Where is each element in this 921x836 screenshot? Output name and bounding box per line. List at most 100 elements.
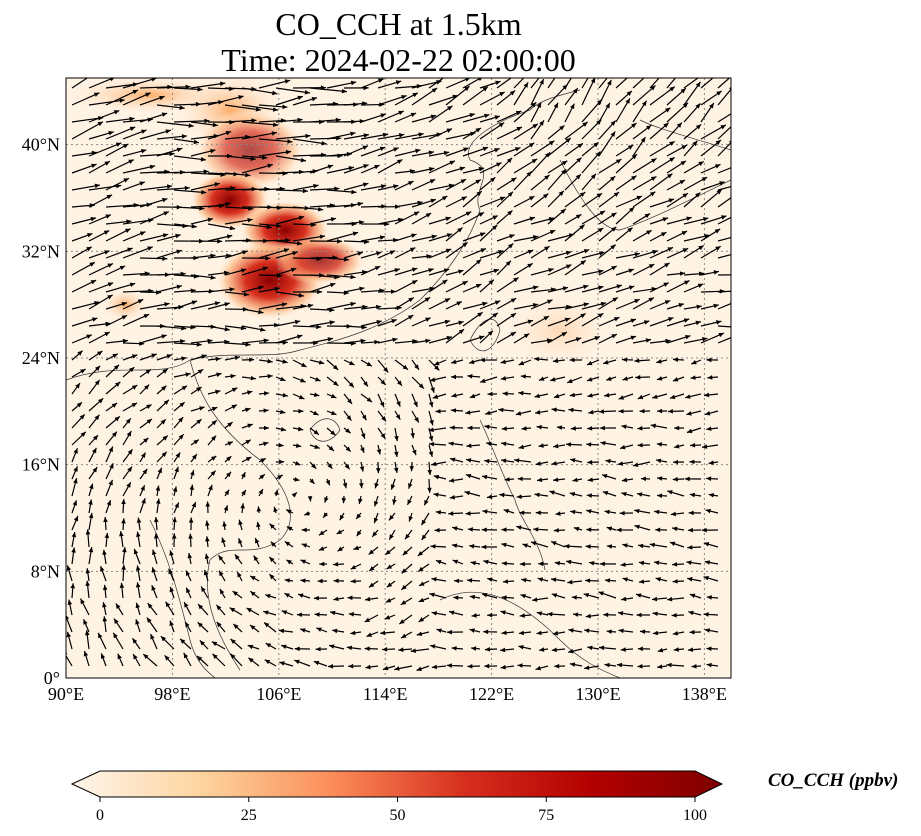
- wind-vector: [615, 195, 643, 208]
- wind-vector: [639, 629, 651, 634]
- wind-vector: [365, 664, 379, 670]
- wind-vector: [71, 121, 104, 140]
- wind-vector: [445, 320, 464, 327]
- wind-vector: [364, 614, 379, 623]
- wind-vector: [655, 527, 668, 533]
- wind-vector: [615, 298, 640, 310]
- wind-vector: [515, 410, 532, 416]
- lon-tick-label: 122°E: [469, 684, 514, 704]
- wind-vector: [187, 552, 193, 565]
- wind-vector: [360, 319, 382, 327]
- wind-vector: [649, 282, 670, 293]
- wind-vector: [402, 546, 413, 556]
- wind-vector: [197, 621, 209, 633]
- wind-vector: [615, 122, 637, 140]
- wind-vector: [258, 223, 282, 228]
- wind-vector: [169, 586, 175, 599]
- wind-vector: [79, 598, 90, 616]
- wind-vector: [236, 571, 243, 582]
- wind-vector: [672, 459, 685, 465]
- wind-vector: [551, 407, 566, 413]
- wind-vector: [377, 319, 397, 327]
- wind-vector: [706, 646, 719, 652]
- wind-vector: [604, 509, 617, 515]
- wind-vector: [652, 611, 668, 617]
- wind-vector: [318, 546, 328, 551]
- wind-vector: [292, 289, 323, 295]
- wind-vector: [394, 247, 416, 259]
- wind-vector: [258, 488, 264, 497]
- wind-vector: [673, 647, 685, 652]
- wind-vector: [657, 408, 668, 414]
- wind-vector: [598, 244, 617, 259]
- wind-vector: [598, 591, 617, 599]
- colorbar-tick-label: 0: [96, 807, 104, 824]
- wind-vector: [416, 631, 430, 637]
- wind-vector: [173, 300, 198, 310]
- wind-vector: [71, 382, 81, 395]
- wind-vector: [368, 580, 379, 588]
- wind-vector: [217, 554, 226, 565]
- wind-vector: [135, 602, 141, 616]
- wind-vector: [377, 159, 403, 174]
- wind-vector: [241, 423, 253, 429]
- wind-vector: [700, 90, 722, 106]
- wind-vector: [434, 527, 447, 533]
- wind-vector: [700, 270, 720, 276]
- wind-vector: [270, 541, 277, 548]
- wind-vector: [451, 393, 464, 398]
- wind-vector: [393, 461, 399, 474]
- wind-vector: [501, 441, 515, 447]
- wind-vector: [71, 431, 87, 446]
- wind-vector: [113, 618, 124, 633]
- wind-vector: [105, 463, 114, 480]
- wind-vector: [377, 94, 407, 106]
- wind-vector: [326, 189, 357, 195]
- wind-vector: [617, 461, 634, 466]
- wind-vector: [708, 460, 719, 465]
- wind-vector: [105, 381, 121, 395]
- wind-vector: [205, 520, 210, 531]
- wind-vector: [581, 98, 603, 123]
- wind-vector: [704, 410, 719, 416]
- wind-vector: [156, 385, 167, 395]
- wind-vector: [224, 471, 232, 480]
- wind-vector: [360, 265, 381, 276]
- wind-vector: [585, 544, 600, 549]
- wind-vector: [326, 80, 357, 89]
- wind-vector: [309, 239, 343, 244]
- wind-vector: [700, 163, 721, 174]
- wind-vector: [307, 495, 313, 502]
- wind-vector: [547, 125, 565, 140]
- wind-vector: [513, 78, 525, 89]
- wind-vector: [400, 597, 413, 606]
- wind-vector: [207, 470, 217, 480]
- wind-vector: [462, 335, 485, 344]
- wind-vector: [207, 302, 230, 310]
- wind-vector: [632, 263, 655, 276]
- wind-vector: [445, 269, 464, 276]
- wind-vector: [400, 631, 413, 639]
- wind-vector: [142, 653, 158, 667]
- wind-vector: [469, 594, 481, 600]
- wind-vector: [465, 410, 481, 415]
- wind-vector: [547, 84, 568, 106]
- wind-vector: [519, 561, 532, 567]
- wind-vector: [427, 461, 432, 476]
- wind-vector: [241, 338, 269, 344]
- wind-vector: [382, 665, 396, 671]
- wind-vector: [199, 640, 209, 650]
- wind-vector: [466, 578, 481, 583]
- wind-vector: [564, 302, 590, 310]
- wind-vector: [513, 101, 537, 123]
- wind-vector: [566, 376, 583, 384]
- wind-vector: [105, 479, 114, 497]
- wind-vector: [553, 477, 566, 483]
- wind-vector: [224, 489, 230, 497]
- wind-vector: [518, 359, 532, 366]
- wind-vector: [411, 167, 435, 174]
- wind-vector: [496, 297, 517, 310]
- wind-vector: [530, 78, 540, 89]
- colorbar-label: CO_CCH (ppbv): [768, 770, 899, 791]
